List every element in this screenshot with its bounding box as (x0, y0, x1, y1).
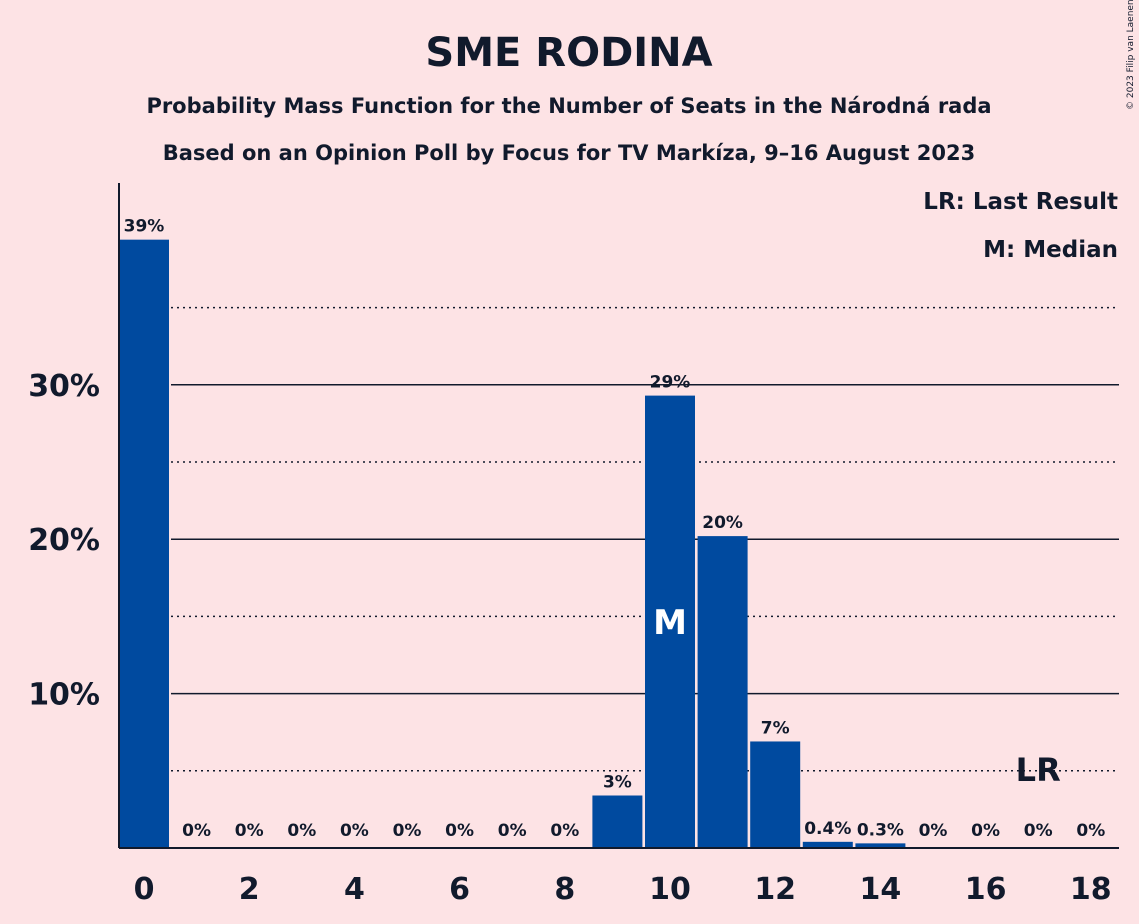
x-tick-label: 12 (754, 872, 796, 907)
data-label-seats-4: 0% (340, 821, 369, 841)
data-label-seats-5: 0% (393, 821, 422, 841)
data-label-seats-12: 7% (761, 718, 790, 738)
x-tick-label: 0 (134, 872, 155, 907)
chart-subtitle-source: Based on an Opinion Poll by Focus for TV… (163, 141, 976, 165)
data-label-seats-16: 0% (971, 821, 1000, 841)
data-label-seats-1: 0% (182, 821, 211, 841)
data-label-seats-2: 0% (235, 821, 264, 841)
data-label-seats-11: 20% (702, 513, 743, 533)
bar-seats-14 (855, 843, 906, 848)
x-tick-label: 18 (1070, 872, 1112, 907)
data-label-seats-18: 0% (1076, 821, 1105, 841)
data-label-seats-15: 0% (919, 821, 948, 841)
data-label-seats-9: 3% (603, 773, 632, 793)
data-label-seats-13: 0.4% (804, 819, 851, 839)
median-marker: M (653, 603, 687, 643)
bar-seats-0 (119, 239, 169, 848)
data-label-seats-7: 0% (498, 821, 527, 841)
x-tick-label: 16 (965, 872, 1007, 907)
copyright-note: © 2023 Filip van Laenen (1126, 0, 1136, 110)
data-label-seats-10: 29% (650, 373, 691, 393)
data-label-seats-3: 0% (287, 821, 316, 841)
data-label-seats-6: 0% (445, 821, 474, 841)
data-label-seats-0: 39% (124, 217, 165, 237)
bar-seats-12 (750, 741, 801, 848)
x-tick-label: 2 (239, 872, 260, 907)
x-tick-label: 8 (554, 872, 575, 907)
data-labels: 39% 0% 0% 0% 0% 0% 0% 0% 0% 3% 29% 20% 7% 0.4% 0.3% 0% 0… (124, 217, 1106, 841)
y-tick-label: 30% (28, 369, 100, 404)
legend-last-result: LR: Last Result (923, 189, 1118, 215)
bar-seats-10 (645, 395, 695, 848)
x-tick-label: 6 (449, 872, 470, 907)
x-tick-label: 14 (860, 872, 902, 907)
bars (119, 239, 906, 848)
y-tick-labels: 10% 20% 30% (28, 369, 100, 713)
chart-title: SME RODINA (425, 30, 712, 76)
y-tick-label: 10% (28, 678, 100, 713)
data-label-seats-17: 0% (1024, 821, 1053, 841)
bar-seats-9 (592, 795, 643, 848)
chart-subtitle: Probability Mass Function for the Number… (146, 94, 991, 118)
x-tick-label: 10 (649, 872, 691, 907)
markers: M LR (653, 603, 1061, 789)
bar-seats-11 (697, 536, 748, 848)
last-result-marker: LR (1016, 751, 1061, 789)
bar-seats-13 (802, 841, 853, 848)
x-tick-labels: 0 2 4 6 8 10 12 14 16 18 (134, 872, 1112, 907)
legend-median: M: Median (983, 237, 1118, 263)
data-label-seats-8: 0% (550, 821, 579, 841)
x-tick-label: 4 (344, 872, 365, 907)
y-tick-label: 20% (28, 523, 100, 558)
data-label-seats-14: 0.3% (857, 820, 904, 840)
